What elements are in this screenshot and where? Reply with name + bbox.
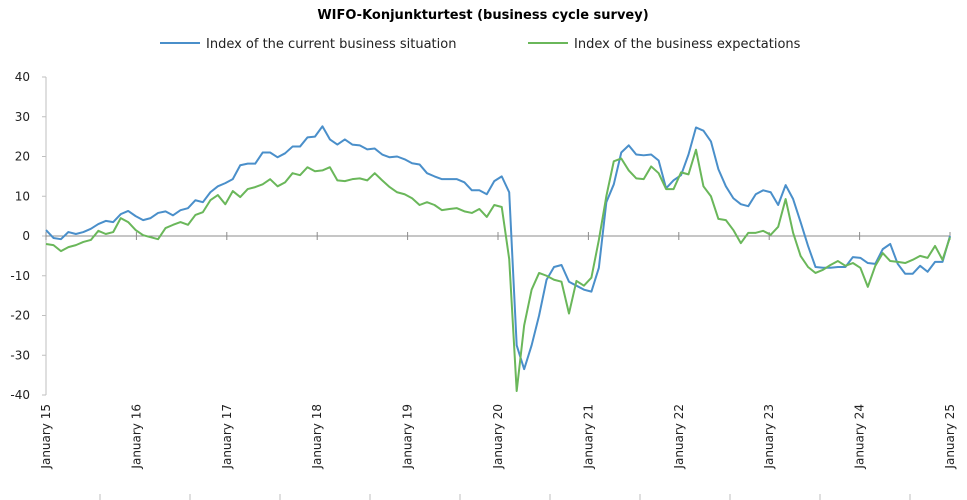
series-group xyxy=(45,125,951,393)
y-tick-label: 40 xyxy=(15,70,30,84)
x-tick-label: January 21 xyxy=(581,404,595,470)
y-axis: 40 30 20 10 0 -10 -20 -30 -40 xyxy=(10,70,47,402)
x-tick-label: January 16 xyxy=(129,404,143,470)
x-tick-label: January 23 xyxy=(762,404,776,470)
x-axis: January 15 January 16 January 17 January 18… xyxy=(39,232,957,500)
x-tick-label: January 25 xyxy=(943,404,957,470)
y-tick-label: -40 xyxy=(10,388,30,402)
y-tick-label: -20 xyxy=(10,309,30,323)
y-tick-label: 30 xyxy=(15,110,30,124)
legend-label-current-situation: Index of the current business situation xyxy=(206,37,456,52)
series-line-current-situation xyxy=(45,125,951,371)
x-tick-label: January 17 xyxy=(220,404,234,470)
x-tick-label: January 19 xyxy=(401,404,415,470)
x-tick-label: January 22 xyxy=(672,404,686,470)
x-tick-label: January 15 xyxy=(39,404,53,470)
legend-label-expectations: Index of the business expectations xyxy=(574,37,801,52)
x-tick-label: January 24 xyxy=(853,404,867,470)
x-tick-label: January 18 xyxy=(310,404,324,470)
y-tick-label: -10 xyxy=(10,269,30,283)
y-tick-label: 10 xyxy=(15,189,30,203)
series-line-expectations xyxy=(45,148,951,393)
y-tick-label: 20 xyxy=(15,150,30,164)
x-tick-label: January 20 xyxy=(491,404,505,470)
y-tick-label: -30 xyxy=(10,348,30,362)
chart-title: WIFO-Konjunkturtest (business cycle surv… xyxy=(317,8,648,23)
legend: Index of the current business situation … xyxy=(160,37,801,52)
y-tick-label: 0 xyxy=(22,229,30,243)
